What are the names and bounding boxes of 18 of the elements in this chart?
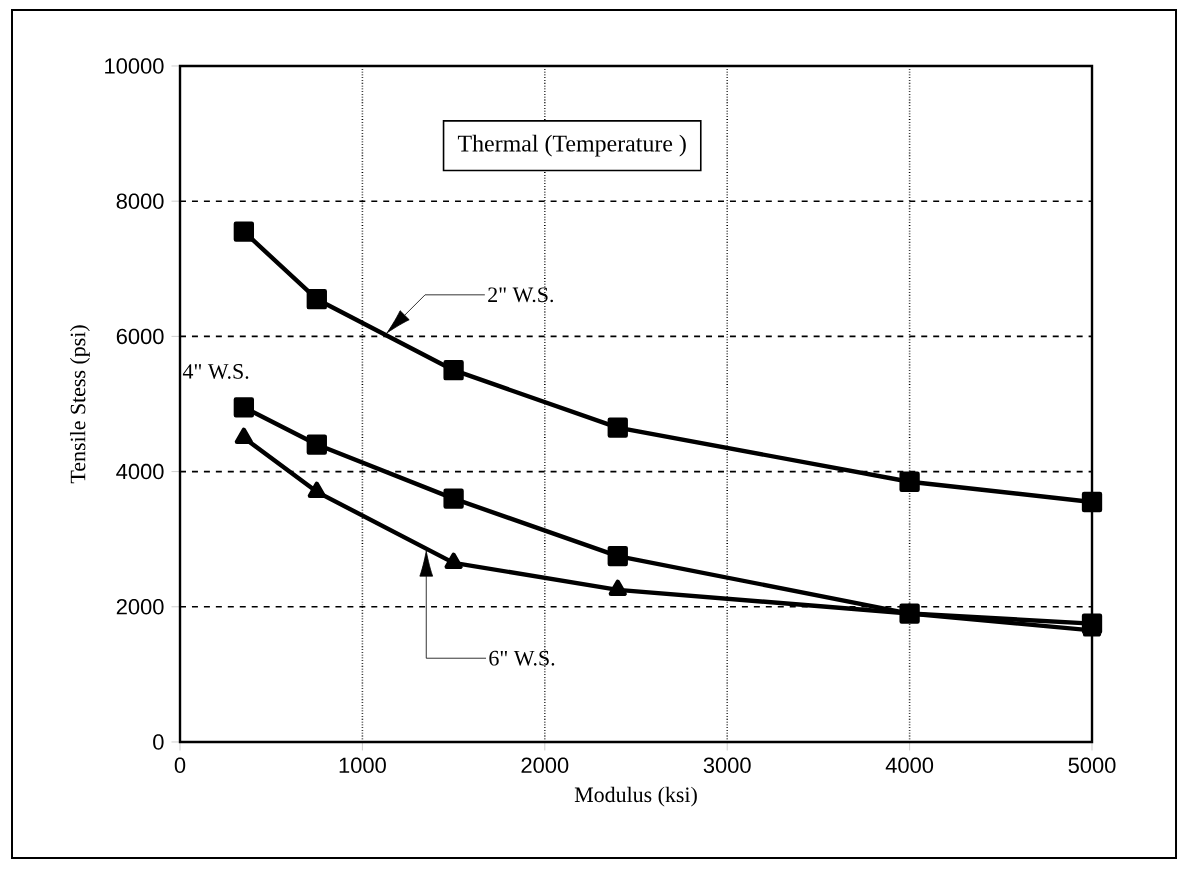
x-tick-label: 0: [174, 757, 186, 774]
y-tick-label: 10000: [105, 58, 164, 74]
text: 6" W.S.: [489, 650, 555, 666]
y-tick-label: 2000: [116, 599, 164, 615]
y-tick-label: 4000: [116, 463, 164, 480]
x-tick-label: 1000: [339, 757, 386, 774]
series-label: 4" W.S.: [182, 364, 249, 379]
y-tick-label: 0: [153, 734, 164, 750]
legend-label: 2" W.S.: [488, 287, 553, 303]
x-tick-label: 4000: [885, 757, 934, 774]
y-tick-label: 6000: [116, 328, 164, 345]
y-axis-title: Tensile Stess (psi): [69, 325, 90, 484]
x-tick-label: 2000: [521, 757, 569, 774]
text: Thermal (Temperature ): [457, 134, 686, 157]
x-tick-label: 3000: [703, 757, 751, 774]
y-tick-label: 8000: [116, 193, 164, 209]
x-tick-label: 5000: [1068, 757, 1116, 774]
x-axis-title: Modulus (ksi): [574, 786, 697, 807]
